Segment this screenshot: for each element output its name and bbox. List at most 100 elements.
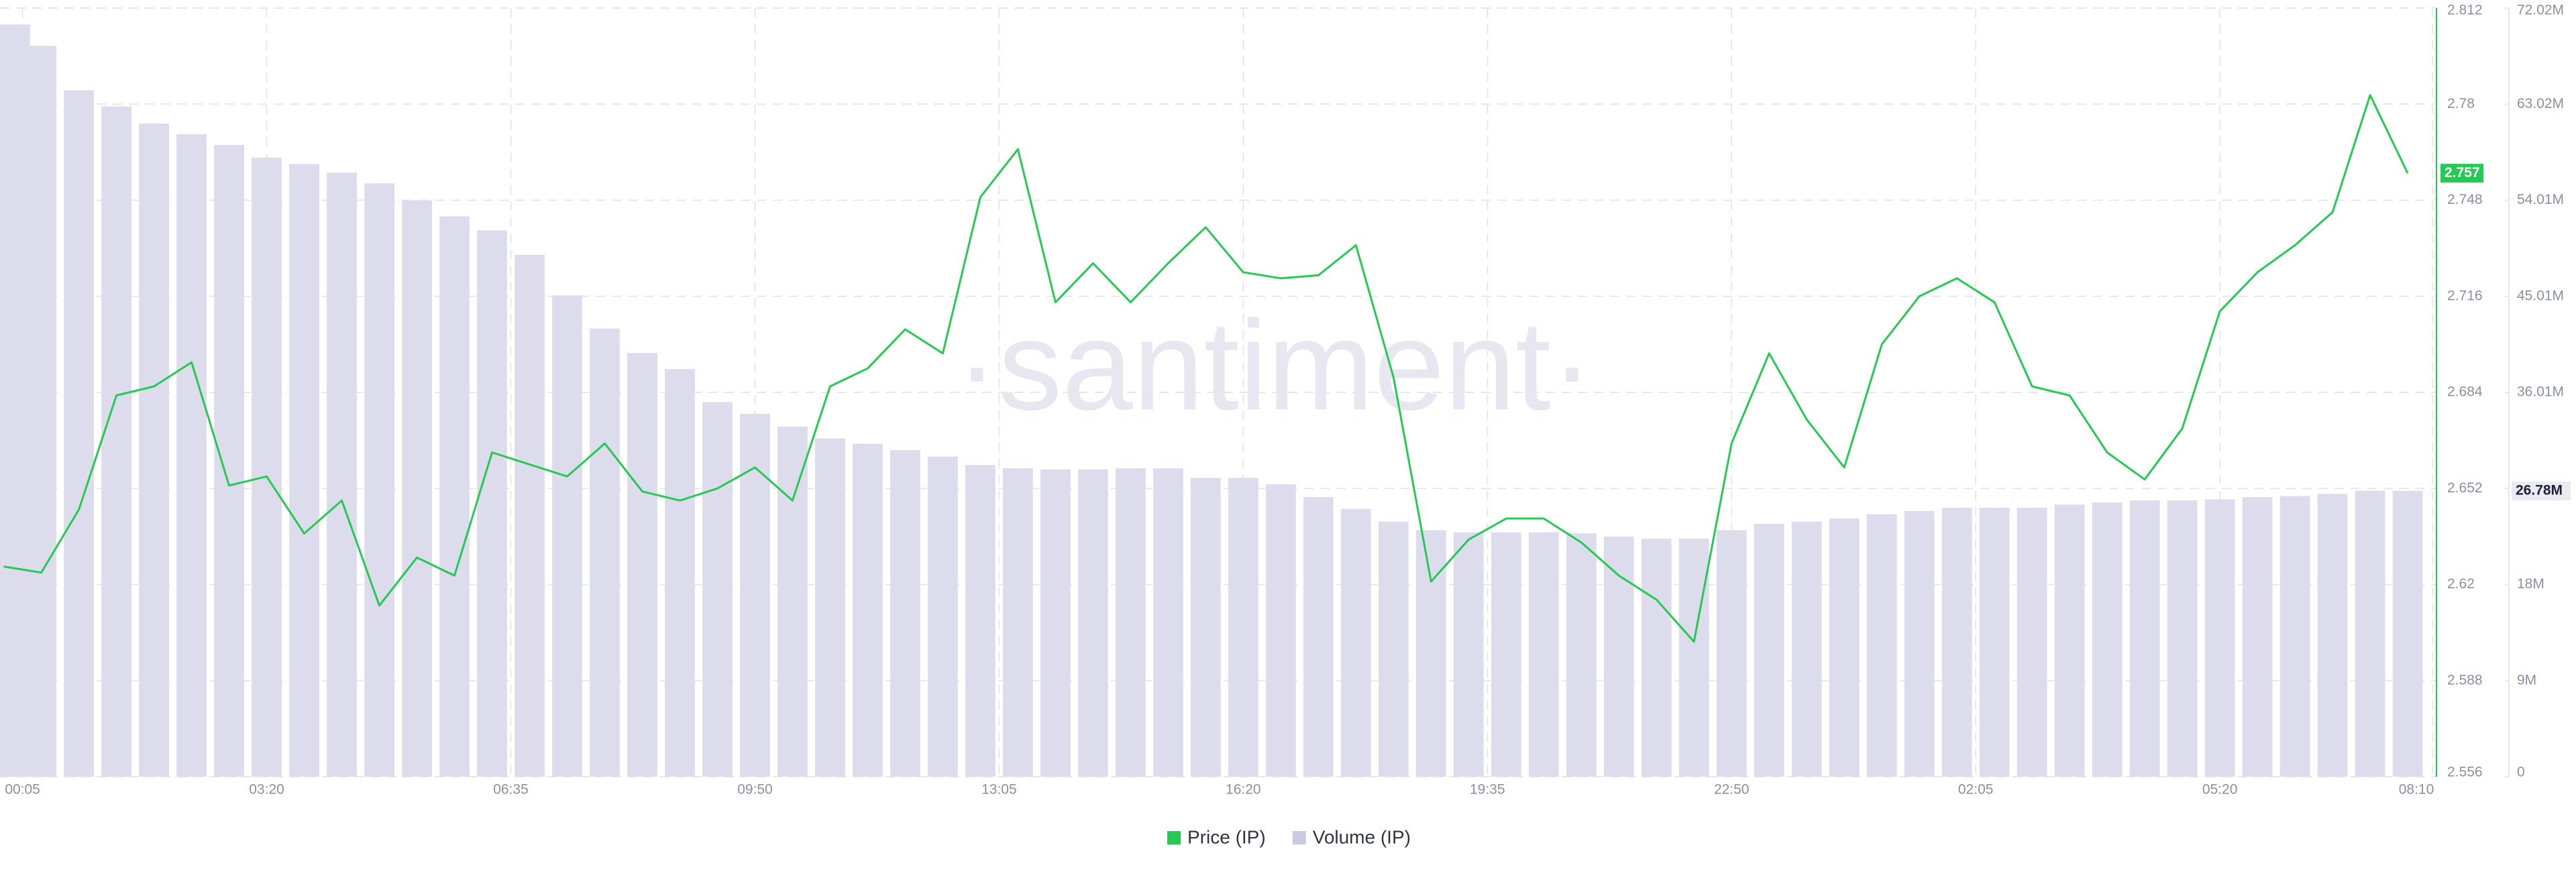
volume-bar — [2242, 497, 2273, 777]
y-tick-label: 2.716 — [2447, 288, 2483, 303]
volume-bar — [1716, 530, 1747, 777]
volume-bar — [1265, 484, 1296, 777]
volume-bar — [1791, 521, 1822, 777]
volume-bar — [1754, 523, 1784, 777]
volume-bar — [2392, 490, 2423, 777]
x-tick-label: 19:35 — [1470, 782, 1505, 798]
volume-bar — [1866, 514, 1897, 777]
watermark: ·santiment· — [956, 294, 1593, 437]
x-tick-label: 16:20 — [1226, 782, 1261, 798]
volume-bar — [1415, 530, 1446, 777]
volume-bar — [815, 438, 845, 777]
y2-tick-label: 54.01M — [2517, 192, 2564, 207]
x-tick-label: 00:05 — [5, 782, 40, 798]
volume-bar — [101, 106, 131, 777]
x-tick-label: 06:35 — [493, 782, 529, 798]
volume-bar — [327, 172, 357, 777]
volume-bar — [1603, 536, 1634, 777]
volume-bar — [927, 456, 958, 777]
y-tick-label: 2.652 — [2447, 480, 2483, 496]
volume-bar — [1002, 468, 1033, 777]
volume-bar — [2017, 508, 2047, 777]
value-label: 2.757 — [2445, 165, 2480, 180]
volume-bar — [1303, 497, 1334, 777]
y-tick-label: 2.78 — [2447, 96, 2475, 111]
x-tick-label: 09:50 — [737, 782, 773, 798]
value-badge — [2440, 164, 2483, 183]
volume-bars — [0, 24, 2423, 777]
value-badge — [2512, 481, 2571, 500]
volume-bar — [0, 24, 30, 777]
volume-bar — [1678, 539, 1709, 777]
volume-bar — [2204, 499, 2235, 777]
volume-bar — [402, 200, 432, 777]
volume-bar — [364, 183, 394, 777]
y2-tick-label: 9M — [2517, 672, 2536, 688]
volume-bar — [1152, 468, 1183, 777]
y2-tick-label: 72.02M — [2517, 3, 2564, 18]
y-tick-label: 2.684 — [2447, 384, 2483, 400]
volume-bar — [139, 123, 169, 777]
volume-bar — [2092, 502, 2123, 777]
volume-bar — [1491, 532, 1521, 777]
x-tick-label: 13:05 — [981, 782, 1017, 798]
x-tick-label: 22:50 — [1714, 782, 1750, 798]
volume-bar — [1453, 532, 1484, 777]
volume-bar — [890, 450, 920, 777]
volume-bar — [26, 46, 56, 777]
legend-swatch — [1292, 831, 1306, 844]
volume-bar — [1829, 518, 1860, 777]
y2-tick-label: 0 — [2517, 765, 2525, 780]
volume-bar — [1077, 469, 1108, 777]
price-line — [3, 94, 2409, 643]
volume-bar — [590, 328, 620, 777]
volume-bar — [1040, 469, 1071, 777]
volume-bar — [1528, 532, 1559, 777]
volume-bar — [2317, 494, 2348, 777]
volume-bar — [2279, 496, 2310, 777]
volume-bar — [1941, 508, 1972, 777]
x-tick-label: 08:10 — [2399, 782, 2434, 798]
y2-tick-label: 18M — [2517, 576, 2544, 592]
volume-bar — [477, 230, 507, 777]
volume-bar — [1641, 539, 1672, 777]
x-tick-label: 05:20 — [2202, 782, 2238, 798]
volume-bar — [289, 164, 319, 777]
y-tick-label: 2.748 — [2447, 192, 2483, 207]
volume-bar — [777, 427, 808, 777]
volume-bar — [214, 144, 244, 777]
volume-bar — [439, 216, 470, 777]
volume-bar — [176, 134, 207, 777]
value-label: 26.78M — [2516, 482, 2563, 498]
volume-bar — [1228, 478, 1258, 777]
price-line — [3, 94, 2409, 643]
volume-bar — [853, 443, 883, 777]
volume-bar — [740, 413, 770, 777]
legend-label: Price (IP) — [1187, 826, 1266, 847]
volume-bar — [64, 90, 94, 777]
volume-bar — [1190, 478, 1221, 777]
x-tick-label: 03:20 — [249, 782, 284, 798]
y2-tick-label: 63.02M — [2517, 96, 2564, 111]
volume-bar — [1340, 508, 1371, 777]
volume-bar — [515, 254, 545, 777]
volume-bar — [965, 465, 996, 777]
y-tick-label: 2.62 — [2447, 576, 2475, 592]
volume-bar — [1904, 510, 1935, 777]
legend-swatch — [1167, 831, 1181, 844]
volume-bar — [552, 295, 582, 777]
volume-bar — [665, 369, 695, 777]
y-tick-label: 2.588 — [2447, 672, 2483, 688]
legend-label: Volume (IP) — [1313, 826, 1411, 847]
volume-bar — [2355, 490, 2385, 777]
volume-bar — [2129, 500, 2160, 777]
y-tick-label: 2.556 — [2447, 765, 2483, 780]
x-tick-label: 02:05 — [1958, 782, 1994, 798]
volume-bar — [1979, 508, 2010, 777]
volume-bar — [1115, 468, 1146, 777]
y-tick-label: 2.812 — [2447, 3, 2483, 18]
volume-bar — [252, 158, 282, 777]
volume-bar — [1378, 521, 1409, 777]
y2-tick-label: 36.01M — [2517, 384, 2564, 400]
